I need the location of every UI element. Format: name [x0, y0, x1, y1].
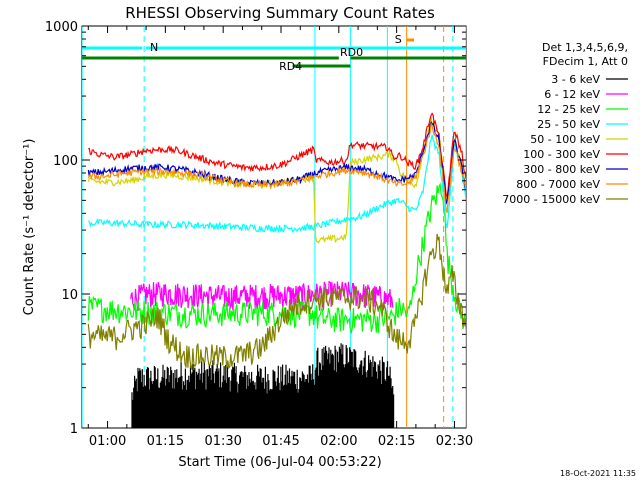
legend-label-2: 12 - 25 keV	[537, 103, 600, 116]
plot-frame	[81, 25, 467, 429]
flag-label-3: S	[395, 33, 402, 46]
legend-label-3: 25 - 50 keV	[537, 118, 600, 131]
series-line-8	[87, 233, 466, 371]
legend-label-7: 800 - 7000 keV	[516, 178, 600, 191]
legend-label-6: 300 - 800 keV	[523, 163, 600, 176]
y-tick-label: 100	[53, 154, 78, 169]
x-axis: 01:00 01:15 01:30 01:45 02:00 02:15 02:30	[87, 26, 473, 449]
x-axis-label: Start Time (06-Jul-04 00:53:22)	[178, 455, 381, 470]
y-tick-label: 1	[70, 422, 78, 437]
y-tick-label: 10	[61, 288, 78, 303]
legend-label-4: 50 - 100 keV	[530, 133, 600, 146]
y-axis-label: Count Rate (s⁻¹ detector⁻¹)	[22, 139, 37, 316]
x-tick-label: 01:15	[147, 434, 184, 449]
x-tick-label: 02:00	[320, 434, 357, 449]
legend-header-0: Det 1,3,4,5,6,9,	[542, 41, 628, 54]
legend-header-1: FDecim 1, Att 0	[543, 55, 628, 68]
x-tick-label: 01:00	[89, 434, 126, 449]
series-line-7	[87, 122, 466, 214]
x-tick-label: 01:30	[204, 434, 241, 449]
x-tick-label: 01:45	[262, 434, 299, 449]
legend-label-0: 3 - 6 keV	[551, 73, 600, 86]
legend-label-1: 6 - 12 keV	[544, 88, 600, 101]
series-line-0	[131, 343, 395, 428]
series-line-6	[87, 120, 466, 205]
y-tick-label: 1000	[45, 20, 78, 35]
x-tick-label: 02:30	[436, 434, 473, 449]
flag-label-2: RD4	[279, 60, 302, 73]
x-tick-label: 02:15	[378, 434, 415, 449]
series-line-1	[130, 280, 394, 312]
y-axis: 1 10 100 1000	[45, 20, 466, 437]
series-line-2	[87, 182, 466, 335]
series-line-3	[87, 134, 466, 234]
flags-layer: N RD0 RD4 S	[82, 33, 466, 73]
legend: Det 1,3,4,5,6,9,FDecim 1, Att 0 3 - 6 keV…	[502, 41, 628, 206]
series-layer	[87, 112, 466, 428]
chart-title: RHESSI Observing Summary Count Rates	[125, 4, 435, 22]
flag-label-1: RD0	[340, 46, 363, 59]
legend-label-8: 7000 - 15000 keV	[502, 193, 600, 206]
footer-date: 18-Oct-2021 11:35	[560, 469, 636, 478]
legend-label-5: 100 - 300 keV	[523, 148, 600, 161]
flag-label-0: N	[150, 41, 158, 54]
series-line-5	[88, 112, 466, 199]
markers-layer	[82, 26, 466, 428]
